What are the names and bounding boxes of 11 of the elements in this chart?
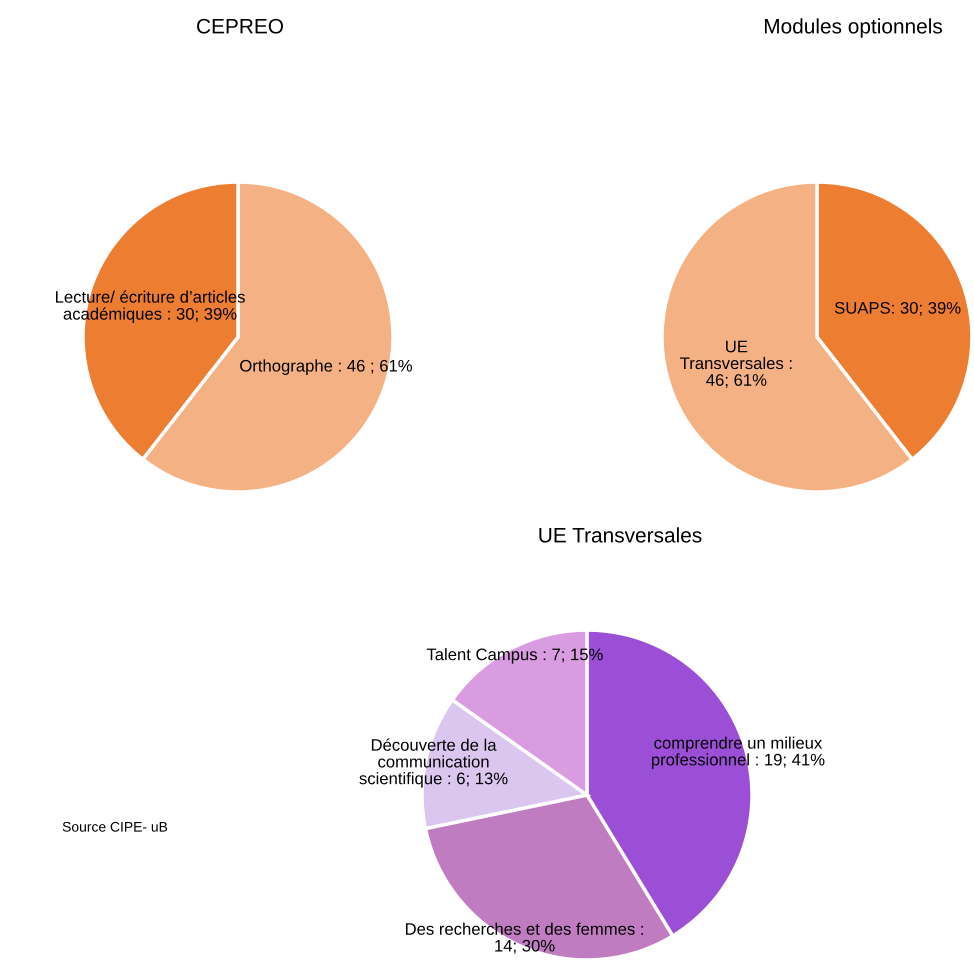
category-label: UE Transversales : [680, 340, 792, 370]
slice-label: Talent Campus : 7; 15% [426, 648, 603, 664]
slice-label: Découverte de la communication scientifique : 6; 13% [359, 738, 508, 788]
slice-label: SUAPS: 30; 39% [834, 302, 960, 316]
slice-label: UE Transversales [539, 527, 702, 543]
slice-label: Orthographe : 46 ; 61% [240, 359, 412, 375]
slice-label: Des recherches et des femmes : 14; 30% [406, 922, 643, 954]
chart-title: Modules optionnels [764, 18, 942, 38]
text: 46; 61% [706, 374, 766, 388]
source-note: Source CIPE- uB [62, 822, 168, 832]
chart-title: CEPREO [197, 18, 283, 34]
